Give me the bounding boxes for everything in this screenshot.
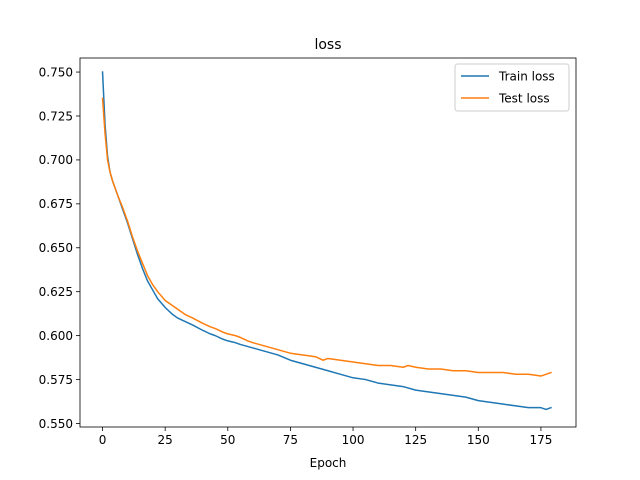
plot-frame <box>79 57 577 428</box>
chart-title: loss <box>314 37 341 53</box>
x-tick-label: 50 <box>220 433 235 447</box>
y-tick-label: 0.575 <box>39 373 73 387</box>
x-axis-label: Epoch <box>310 456 347 470</box>
y-tick-label: 0.725 <box>39 109 73 123</box>
legend-label: Test loss <box>498 91 550 105</box>
y-axis-ticks: 0.550 0.575 0.600 0.625 0.650 0.675 0.700 0.725… <box>39 65 80 431</box>
x-tick-label: 125 <box>404 433 427 447</box>
x-tick-label: 25 <box>158 433 173 447</box>
x-tick-label: 175 <box>529 433 552 447</box>
y-tick-label: 0.650 <box>39 241 73 255</box>
x-tick-label: 150 <box>467 433 490 447</box>
x-axis-ticks: 0 25 50 75 100 125 150 175 <box>99 427 552 447</box>
plot-lines <box>101 71 552 411</box>
y-tick-label: 0.675 <box>39 197 73 211</box>
x-tick-label: 100 <box>342 433 365 447</box>
y-tick-label: 0.600 <box>39 329 73 343</box>
y-tick-label: 0.700 <box>39 153 73 167</box>
y-tick-label: 0.625 <box>39 285 73 299</box>
series-line-test-loss <box>101 97 552 377</box>
x-tick-label: 75 <box>283 433 298 447</box>
legend: Train loss Test loss <box>454 63 570 112</box>
x-tick-label: 0 <box>99 433 107 447</box>
y-tick-label: 0.750 <box>39 65 73 79</box>
legend-label: Train loss <box>498 69 555 83</box>
y-tick-label: 0.550 <box>39 417 73 431</box>
